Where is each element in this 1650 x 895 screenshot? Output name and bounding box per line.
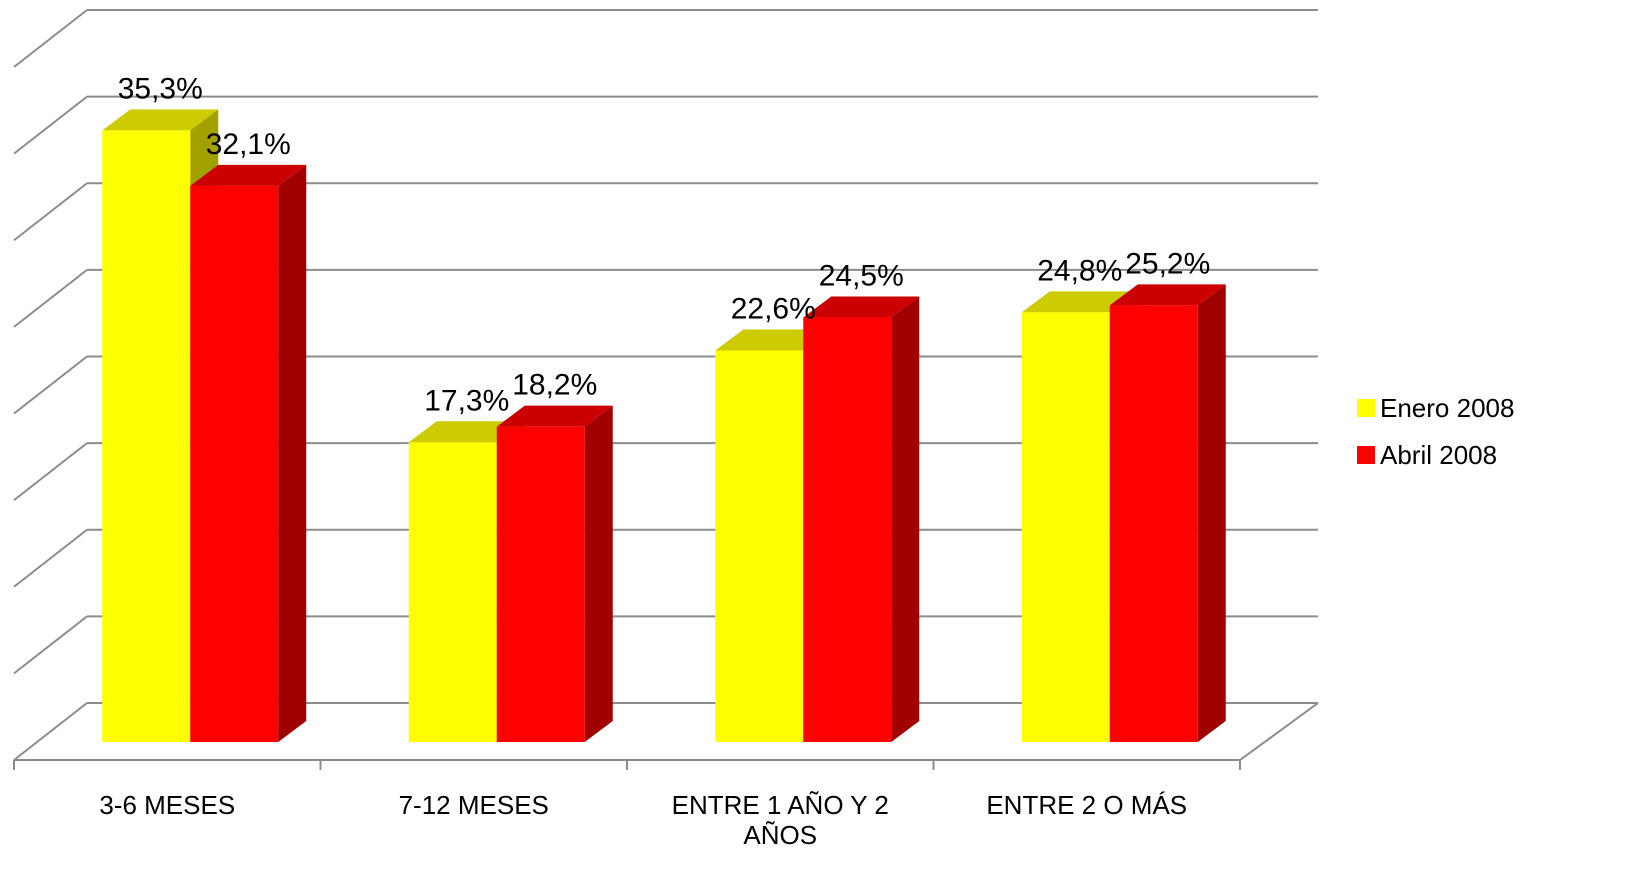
- value-label: 35,3%: [118, 72, 203, 105]
- value-label: 24,5%: [819, 260, 904, 293]
- grid-line: [13, 528, 88, 588]
- grid-line: [13, 269, 88, 328]
- floor-edge: [1239, 702, 1319, 761]
- bar-top: [496, 405, 613, 427]
- bar: [190, 185, 279, 742]
- grid-line: [13, 355, 88, 415]
- bar-side: [891, 296, 920, 742]
- bar: [803, 317, 892, 742]
- grid-line: [13, 442, 88, 501]
- value-label: 24,8%: [1037, 254, 1122, 287]
- legend-swatch: [1357, 399, 1375, 417]
- bar-top: [715, 329, 832, 351]
- bar-side: [1197, 284, 1226, 742]
- value-label: 32,1%: [206, 128, 291, 161]
- bar: [408, 442, 497, 742]
- grid-line: [13, 182, 88, 242]
- bar-top: [408, 421, 525, 443]
- value-label: 25,2%: [1125, 247, 1210, 280]
- grid-line: [13, 702, 88, 761]
- value-label: 17,3%: [424, 384, 509, 417]
- bar: [1109, 305, 1198, 742]
- legend-swatch: [1357, 446, 1375, 464]
- x-tick-label: 7-12 MESES: [398, 790, 549, 820]
- value-label: 18,2%: [512, 369, 597, 402]
- bar: [715, 350, 804, 742]
- x-tick-label: 3-6 MESES: [99, 790, 236, 820]
- bar-top: [1021, 291, 1138, 313]
- bar: [1021, 312, 1110, 742]
- bar-top: [190, 164, 307, 186]
- bar-top: [102, 109, 219, 131]
- bar: [496, 426, 585, 742]
- bar-side: [278, 164, 307, 742]
- bar: [102, 130, 191, 743]
- bar-top: [803, 296, 920, 318]
- bar-side: [584, 405, 613, 742]
- grid-line: [13, 9, 88, 68]
- bar-top: [1109, 284, 1226, 306]
- legend-label: Enero 2008: [1380, 393, 1514, 423]
- grid-line: [13, 615, 88, 675]
- legend-label: Abril 2008: [1380, 440, 1497, 470]
- grid-line: [13, 95, 88, 155]
- value-label: 22,6%: [731, 292, 816, 325]
- x-tick-label: ENTRE 1 AÑO Y 2 AÑOS: [671, 790, 889, 850]
- x-tick-label: ENTRE 2 O MÁS: [986, 790, 1188, 820]
